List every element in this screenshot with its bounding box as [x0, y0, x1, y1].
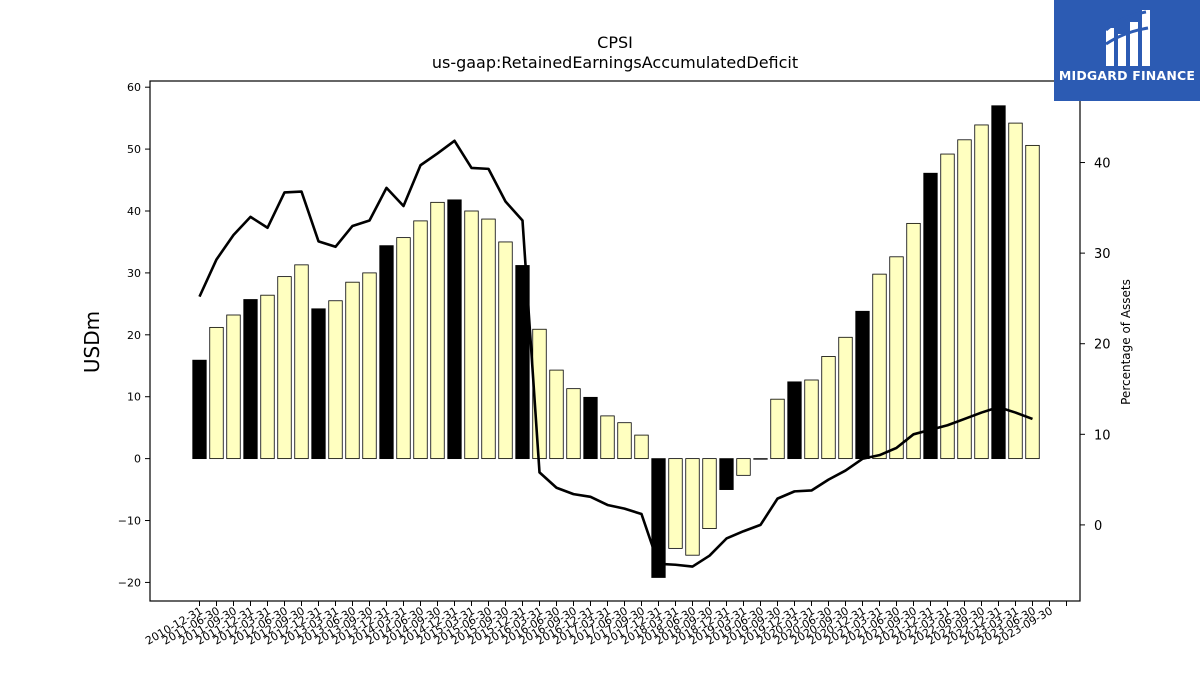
- chart-subtitle: us-gaap:RetainedEarningsAccumulatedDefic…: [432, 53, 798, 72]
- bar: [736, 458, 751, 476]
- bar: [464, 210, 479, 460]
- y-tick-label: −10: [118, 515, 141, 528]
- percentage-line: [198, 139, 1033, 568]
- y-axis-label: USDm: [80, 311, 104, 373]
- bar: [923, 172, 938, 460]
- y-tick-label: −20: [118, 576, 141, 589]
- bar: [260, 294, 275, 460]
- bar: [702, 458, 717, 529]
- midgard-logo-icon: [1105, 10, 1150, 66]
- bar: [413, 220, 428, 460]
- bar: [719, 458, 734, 490]
- chart-title: CPSI: [597, 33, 633, 52]
- bar: [906, 222, 921, 460]
- bar: [787, 381, 802, 460]
- y2-axis-label: Percentage of Assets: [1119, 279, 1133, 405]
- bar: [651, 458, 666, 578]
- bar: [804, 379, 819, 460]
- bar: [821, 356, 836, 460]
- bar: [753, 458, 768, 460]
- bar: [481, 218, 496, 460]
- y-tick-label: 20: [127, 329, 141, 342]
- bar: [549, 369, 564, 460]
- y-tick-label: 10: [127, 391, 141, 404]
- plot-frame: [149, 80, 1081, 602]
- bar: [872, 273, 887, 460]
- bar: [345, 281, 360, 460]
- y2-tick-label: 40: [1094, 157, 1111, 172]
- bar: [396, 237, 411, 460]
- y2-tick-label: 20: [1094, 338, 1111, 353]
- bar: [600, 415, 615, 460]
- brand-logo: MIDGARD FINANCE: [1054, 0, 1200, 101]
- bar: [991, 105, 1006, 460]
- y2-tick-label: 0: [1094, 519, 1102, 534]
- brand-name: MIDGARD FINANCE: [1058, 68, 1196, 83]
- bar: [1008, 122, 1023, 460]
- bar: [311, 308, 326, 460]
- y2-tick-label: 10: [1094, 428, 1111, 443]
- bar: [957, 139, 972, 460]
- bar: [974, 124, 989, 460]
- bar: [243, 299, 258, 460]
- bar: [940, 153, 955, 460]
- y-tick-label: 0: [134, 453, 141, 466]
- bar: [362, 272, 377, 460]
- y-tick-label: 40: [127, 205, 141, 218]
- bar: [770, 398, 785, 460]
- bar: [583, 396, 598, 460]
- bar: [889, 256, 904, 460]
- bar: [634, 434, 649, 460]
- bar: [617, 422, 632, 460]
- bar-series: [192, 105, 1040, 578]
- bar: [209, 326, 224, 460]
- bar: [430, 201, 445, 460]
- bar: [668, 458, 683, 549]
- bar: [328, 300, 343, 460]
- bar: [447, 199, 462, 460]
- y-tick-label: 50: [127, 143, 141, 156]
- bar: [685, 458, 700, 556]
- bar: [498, 241, 513, 460]
- bar: [515, 265, 530, 460]
- bar: [566, 388, 581, 460]
- bar: [855, 310, 870, 460]
- bar: [838, 336, 853, 460]
- bar: [1025, 144, 1040, 460]
- y2-tick-label: 30: [1094, 247, 1111, 262]
- bar: [192, 359, 207, 460]
- axes: −20−1001020304050600102030402010-12-3120…: [118, 80, 1111, 648]
- bar: [226, 314, 241, 460]
- y-tick-label: 30: [127, 267, 141, 280]
- bar: [277, 276, 292, 460]
- line-series: [198, 139, 1033, 568]
- bar: [379, 245, 394, 460]
- y-tick-label: 60: [127, 81, 141, 94]
- bar: [294, 264, 309, 460]
